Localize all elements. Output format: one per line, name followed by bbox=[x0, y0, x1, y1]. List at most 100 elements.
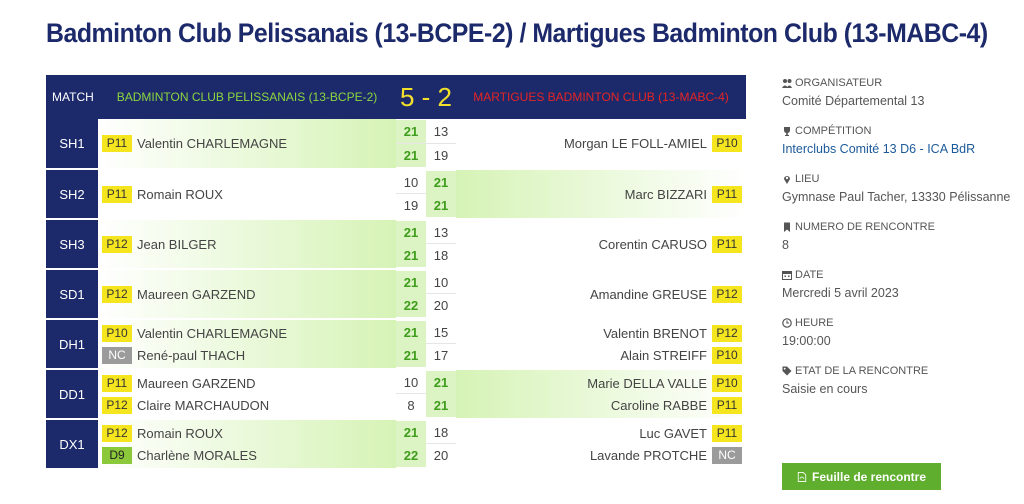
home-players: P12 Jean BILGER bbox=[98, 219, 396, 270]
player-name[interactable]: Maureen GARZEND bbox=[137, 286, 256, 302]
player-entry: Morgan LE FOLL-AMIEL P10 bbox=[456, 121, 746, 167]
match-type: SH1 bbox=[46, 119, 98, 170]
away-set-score: 21 bbox=[426, 194, 456, 217]
player-name[interactable]: Marie DELLA VALLE bbox=[587, 375, 707, 391]
match-sheet-label: Feuille de rencontre bbox=[811, 469, 927, 484]
trophy-icon bbox=[784, 127, 790, 136]
player-entry: Valentin BRENOT P12 bbox=[456, 322, 746, 344]
away-set-score: 13 bbox=[433, 224, 449, 240]
away-players: Marc BIZZARI P11 bbox=[456, 169, 746, 220]
set-line: 21 10 bbox=[396, 270, 456, 294]
home-players: P11 Maureen GARZEND P12 Claire MARCHAUDON bbox=[98, 369, 396, 420]
player-name[interactable]: Romain ROUX bbox=[137, 186, 223, 202]
away-set-score: 21 bbox=[426, 370, 456, 394]
rank-badge: P11 bbox=[102, 374, 132, 392]
player-name[interactable]: Marc BIZZARI bbox=[624, 186, 707, 202]
set-scores: 21 10 22 20 bbox=[396, 269, 456, 320]
player-name[interactable]: Lavande PROTCHE bbox=[589, 447, 707, 463]
player-name[interactable]: Valentin CHARLEMAGNE bbox=[137, 325, 288, 341]
player-entry: Marc BIZZARI P11 bbox=[456, 171, 746, 217]
info-label-row: LIEU bbox=[782, 172, 1022, 186]
away-players: Luc GAVET P11 Lavande PROTCHE NC bbox=[456, 419, 746, 470]
info-label-row: HEURE bbox=[782, 316, 1022, 330]
player-name[interactable]: Amandine GREUSE bbox=[589, 286, 707, 302]
set-scores: 21 13 21 18 bbox=[396, 219, 456, 270]
info-label-row: ETAT DE LA RENCONTRE bbox=[782, 364, 1022, 378]
away-team-name[interactable]: MARTIGUES BADMINTON CLUB (13-MABC-4) bbox=[456, 75, 746, 119]
rank-badge: P12 bbox=[102, 285, 132, 303]
info-label: HEURE bbox=[795, 317, 834, 329]
info-block: NUMERO DE RENCONTRE 8 bbox=[782, 220, 1022, 252]
away-set-score: 20 bbox=[433, 448, 449, 463]
rank-badge: P12 bbox=[712, 324, 742, 342]
player-entry: P12 Jean BILGER bbox=[98, 221, 396, 267]
player-name[interactable]: Maureen GARZEND bbox=[137, 375, 256, 391]
info-label: NUMERO DE RENCONTRE bbox=[795, 221, 935, 233]
player-name[interactable]: René-paul THACH bbox=[137, 347, 246, 363]
player-entry: Marie DELLA VALLE P10 bbox=[456, 372, 746, 394]
info-block: COMPÉTITION Interclubs Comité 13 D6 - ICA… bbox=[782, 124, 1022, 156]
home-set-score: 8 bbox=[407, 398, 415, 413]
match-table: MATCH BADMINTON CLUB PELISSANAIS (13-BCP… bbox=[46, 75, 746, 470]
player-name[interactable]: Valentin CHARLEMAGNE bbox=[137, 136, 288, 151]
match-row: SH1 P11 Valentin CHARLEMAGNE 21 13 21 19 Morgan… bbox=[46, 119, 746, 170]
home-set-score: 21 bbox=[396, 143, 426, 167]
map-marker-icon bbox=[784, 176, 790, 184]
away-set-score: 19 bbox=[433, 147, 449, 163]
player-name[interactable]: Valentin BRENOT bbox=[603, 325, 707, 341]
home-set-score: 21 bbox=[396, 270, 426, 294]
away-set-score: 17 bbox=[433, 348, 449, 363]
rank-badge: P10 bbox=[712, 135, 742, 152]
player-name[interactable]: Romain ROUX bbox=[137, 425, 223, 441]
player-entry: P11 Valentin CHARLEMAGNE bbox=[98, 121, 396, 167]
set-line: 21 19 bbox=[396, 143, 456, 167]
rank-badge: P11 bbox=[102, 185, 132, 203]
player-entry: D9 Charlène MORALES bbox=[98, 444, 396, 466]
match-type: SD1 bbox=[46, 269, 98, 320]
table-header: MATCH BADMINTON CLUB PELISSANAIS (13-BCP… bbox=[46, 75, 746, 119]
player-name[interactable]: Corentin CARUSO bbox=[598, 236, 707, 252]
set-line: 8 21 bbox=[396, 394, 456, 417]
home-set-score: 22 bbox=[396, 444, 426, 467]
rank-badge: D9 bbox=[102, 446, 132, 464]
home-set-score: 19 bbox=[403, 198, 419, 213]
player-name[interactable]: Jean BILGER bbox=[137, 236, 217, 252]
users-icon bbox=[782, 79, 792, 88]
player-name[interactable]: Luc GAVET bbox=[639, 425, 707, 441]
rank-badge: P11 bbox=[102, 135, 132, 152]
player-name[interactable]: Charlène MORALES bbox=[137, 447, 257, 463]
match-sheet-button[interactable]: Feuille de rencontre bbox=[782, 463, 941, 490]
set-line: 21 13 bbox=[396, 120, 456, 144]
match-type: DH1 bbox=[46, 319, 98, 370]
player-name[interactable]: Morgan LE FOLL-AMIEL bbox=[563, 136, 707, 151]
set-line: 21 15 bbox=[396, 320, 456, 344]
tag-icon bbox=[782, 366, 792, 376]
info-value[interactable]: Interclubs Comité 13 D6 - ICA BdR bbox=[782, 142, 976, 156]
set-line: 21 13 bbox=[396, 220, 456, 244]
info-block: LIEU Gymnase Paul Tacher, 13330 Pélissann… bbox=[782, 172, 1022, 204]
player-name[interactable]: Alain STREIFF bbox=[620, 347, 707, 363]
match-info-panel: ORGANISATEUR Comité Départemental 13 COMPÉ… bbox=[782, 76, 1022, 412]
away-set-score: 20 bbox=[433, 298, 449, 313]
away-set-score: 21 bbox=[426, 394, 456, 417]
away-set-score: 18 bbox=[433, 424, 449, 440]
player-entry: Caroline RABBE P11 bbox=[456, 394, 746, 416]
away-set-score: 21 bbox=[426, 170, 456, 194]
player-name[interactable]: Claire MARCHAUDON bbox=[137, 397, 270, 413]
home-team-name[interactable]: BADMINTON CLUB PELISSANAIS (13-BCPE-2) bbox=[98, 75, 396, 119]
info-value: Mercredi 5 avril 2023 bbox=[782, 286, 899, 300]
home-players: P11 Romain ROUX bbox=[98, 169, 396, 220]
info-label: ORGANISATEUR bbox=[795, 77, 883, 89]
set-line: 22 20 bbox=[396, 444, 456, 467]
away-set-score: 13 bbox=[433, 124, 449, 139]
player-entry: Corentin CARUSO P11 bbox=[456, 221, 746, 267]
player-name[interactable]: Caroline RABBE bbox=[610, 397, 707, 413]
away-players: Marie DELLA VALLE P10 Caroline RABBE P11 bbox=[456, 369, 746, 420]
info-label: ETAT DE LA RENCONTRE bbox=[795, 365, 929, 377]
rank-badge: P10 bbox=[712, 374, 742, 392]
set-line: 21 18 bbox=[396, 244, 456, 267]
info-block: ETAT DE LA RENCONTRE Saisie en cours bbox=[782, 364, 1022, 396]
info-block: HEURE 19:00:00 bbox=[782, 316, 1022, 348]
player-entry: Amandine GREUSE P12 bbox=[456, 271, 746, 317]
home-set-score: 21 bbox=[396, 320, 426, 344]
